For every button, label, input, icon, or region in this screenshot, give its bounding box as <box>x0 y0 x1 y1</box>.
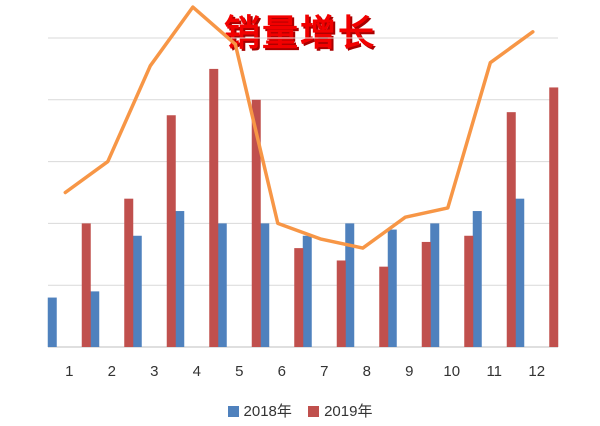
bar-2019-8 <box>379 266 389 347</box>
legend-label-2019: 2019年 <box>324 403 373 420</box>
bar-2019-3 <box>166 115 176 347</box>
bar-2018-7 <box>302 235 312 347</box>
bar-2019-5 <box>251 99 261 347</box>
legend-swatch-2018 <box>227 406 239 417</box>
x-tick-label: 12 <box>528 363 545 380</box>
legend-label-2018: 2018年 <box>243 403 292 420</box>
x-tick-label: 5 <box>235 363 243 380</box>
legend: 2018年 2019年 <box>0 400 600 421</box>
chart-title: 销量增长 <box>223 13 376 54</box>
bar-2019-1 <box>81 223 91 347</box>
bar-2019-4 <box>209 68 219 348</box>
legend-item-2018: 2018年 <box>227 400 292 421</box>
bar-2018-12 <box>515 198 525 347</box>
legend-item-2019: 2019年 <box>308 400 372 421</box>
chart-plot: 1 2 3 4 5 6 7 8 9 10 11 12 <box>47 5 559 380</box>
bar-2019-6 <box>294 248 304 347</box>
bar-2019-11 <box>506 112 516 347</box>
bar-2019-10 <box>464 235 474 347</box>
bar-2018-10 <box>430 223 440 347</box>
bar-2018-11 <box>472 211 482 347</box>
line-series-0 <box>63 5 535 250</box>
x-tick-label: 2 <box>108 363 116 380</box>
x-tick-label: 10 <box>443 363 460 380</box>
bar-2019-7 <box>336 260 346 347</box>
bar-2018-9 <box>387 229 397 347</box>
x-tick-label: 11 <box>486 363 502 380</box>
x-tick-label: 4 <box>193 363 201 380</box>
bar-2018-6 <box>260 223 270 347</box>
bar-2018-1 <box>47 297 57 347</box>
x-tick-label: 3 <box>150 363 158 380</box>
bar-2018-3 <box>132 235 142 347</box>
bar-2018-8 <box>345 223 355 347</box>
bar-2019-9 <box>421 241 431 347</box>
x-tick-label: 8 <box>363 363 371 380</box>
bar-2018-4 <box>175 211 185 347</box>
bar-2019-2 <box>124 198 134 347</box>
bar-2019-12 <box>549 87 559 347</box>
x-tick-label: 7 <box>320 363 328 380</box>
bar-2018-5 <box>217 223 227 347</box>
bar-2018-2 <box>90 291 100 347</box>
x-tick-label: 1 <box>65 363 73 380</box>
x-tick-label: 9 <box>405 363 413 380</box>
x-tick-label: 6 <box>278 363 286 380</box>
legend-swatch-2019 <box>308 406 320 417</box>
